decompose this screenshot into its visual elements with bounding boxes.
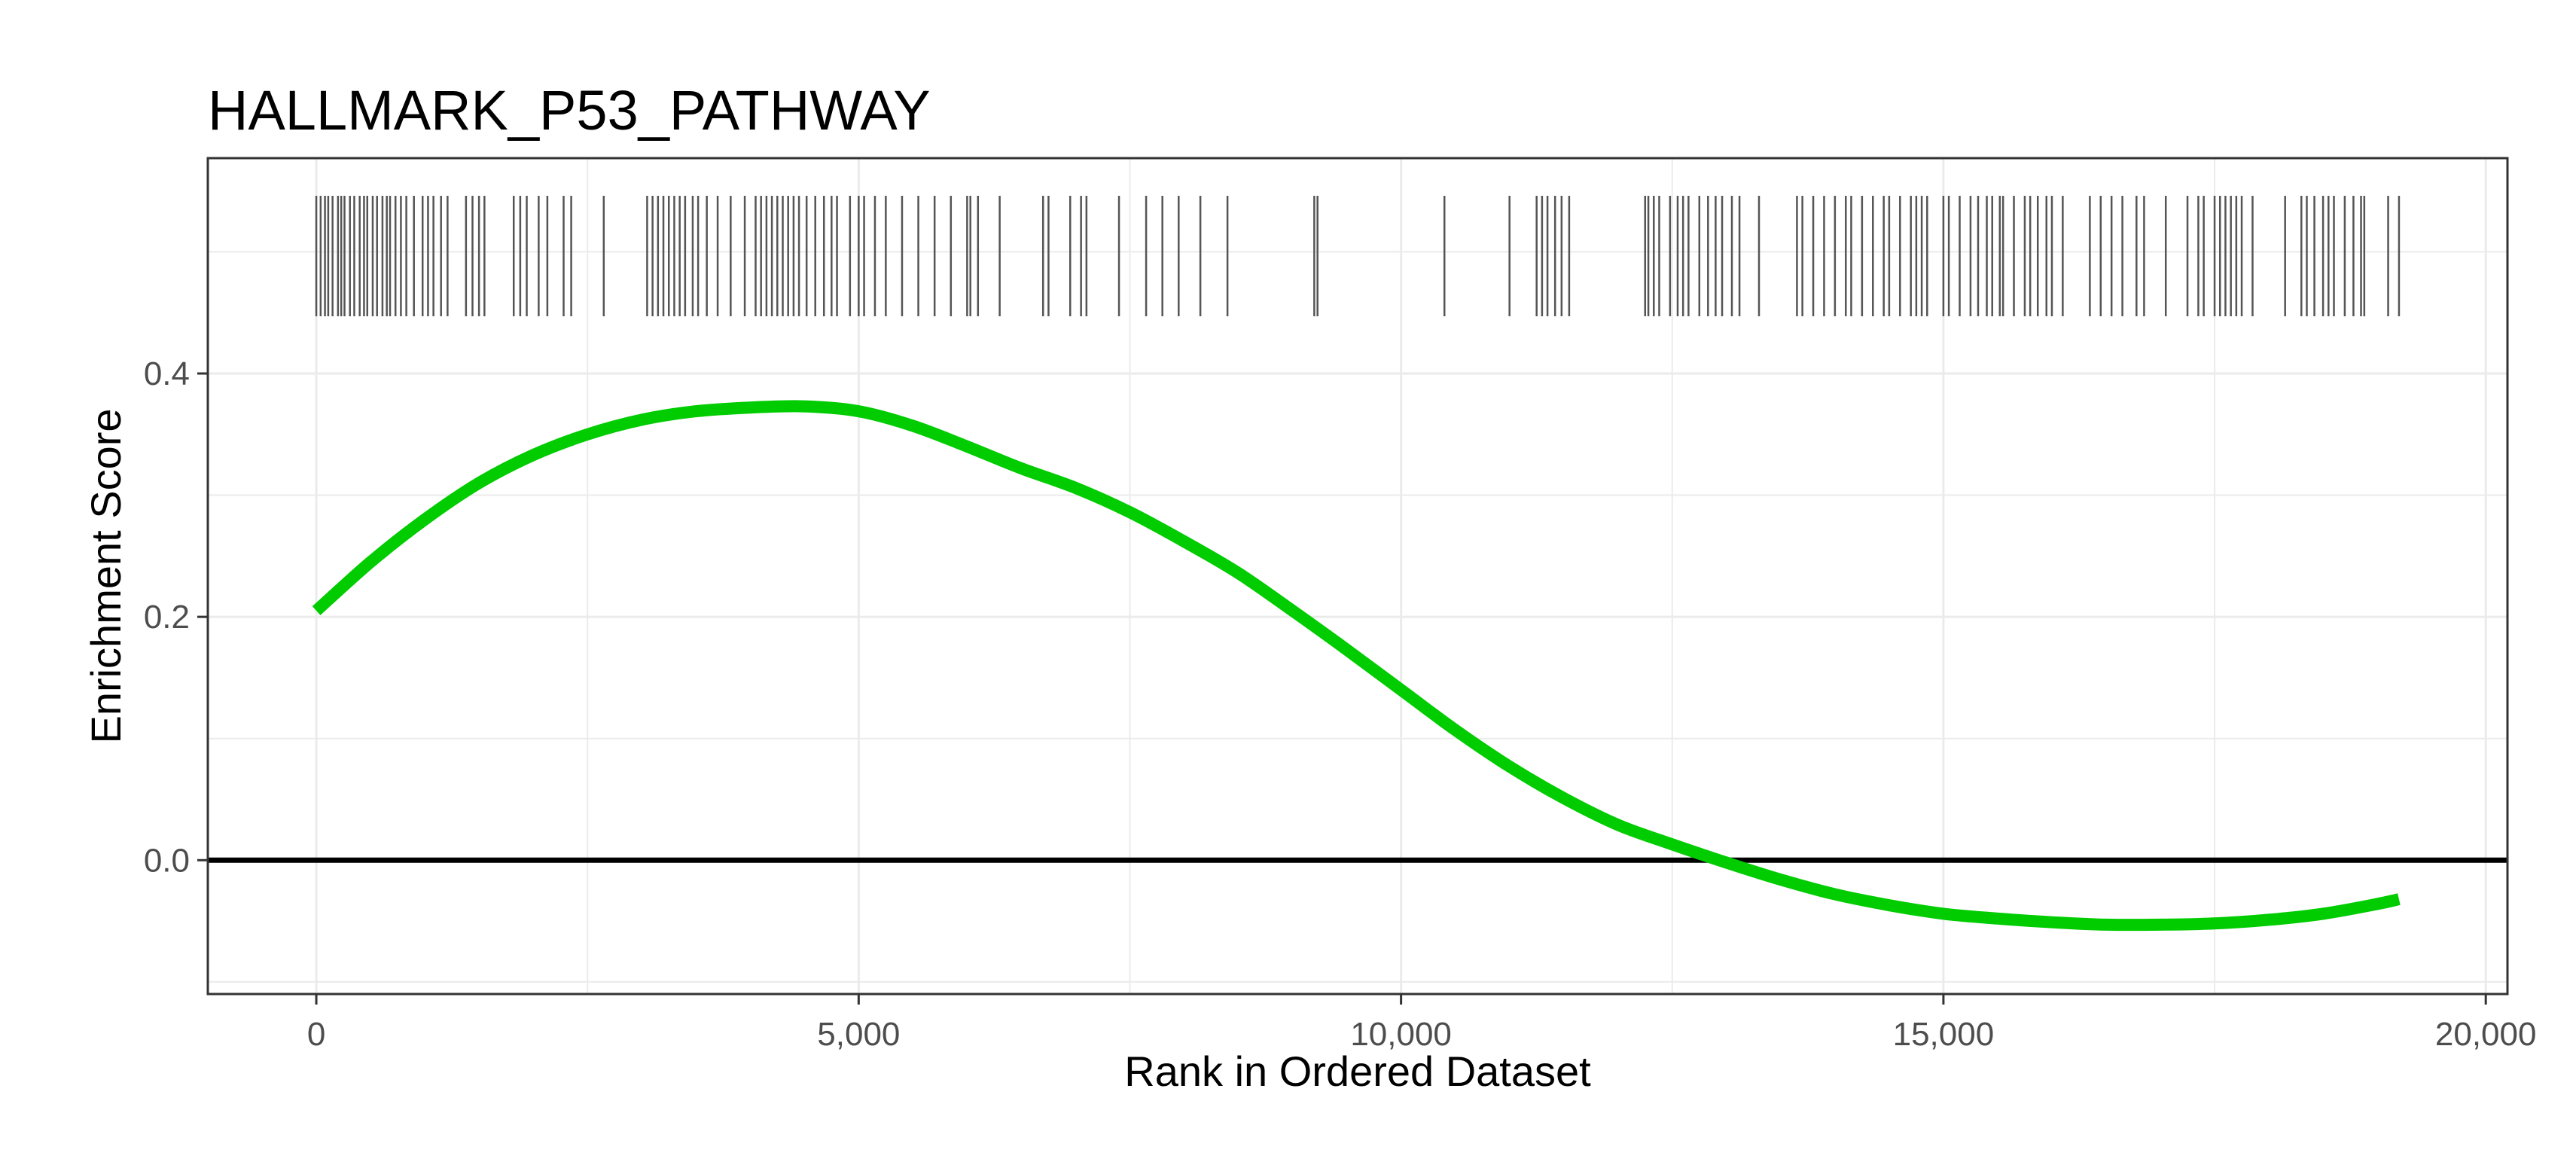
x-axis-label: Rank in Ordered Dataset (1124, 1047, 1591, 1095)
x-tick-label: 10,000 (1350, 1016, 1452, 1053)
chart-title: HALLMARK_P53_PATHWAY (208, 79, 931, 142)
x-tick-label: 15,000 (1893, 1016, 1995, 1053)
x-tick-label: 0 (307, 1016, 325, 1053)
x-tick-label: 5,000 (817, 1016, 900, 1053)
panel-border (206, 157, 2509, 996)
gene-hit-ticks (315, 196, 2401, 316)
y-tick-label: 0.0 (144, 842, 190, 879)
x-tick-label: 20,000 (2435, 1016, 2537, 1053)
y-tick-label: 0.4 (144, 355, 190, 392)
y-tick-label: 0.2 (144, 599, 190, 636)
enrichment-score-curve (312, 400, 2401, 932)
grid-minor (208, 158, 2507, 994)
y-axis-label: Enrichment Score (82, 408, 130, 743)
y-axis-ticks: 0.0 0.2 0.4 (144, 355, 208, 879)
x-axis-ticks: 0 5,000 10,000 15,000 20,000 (307, 994, 2537, 1053)
